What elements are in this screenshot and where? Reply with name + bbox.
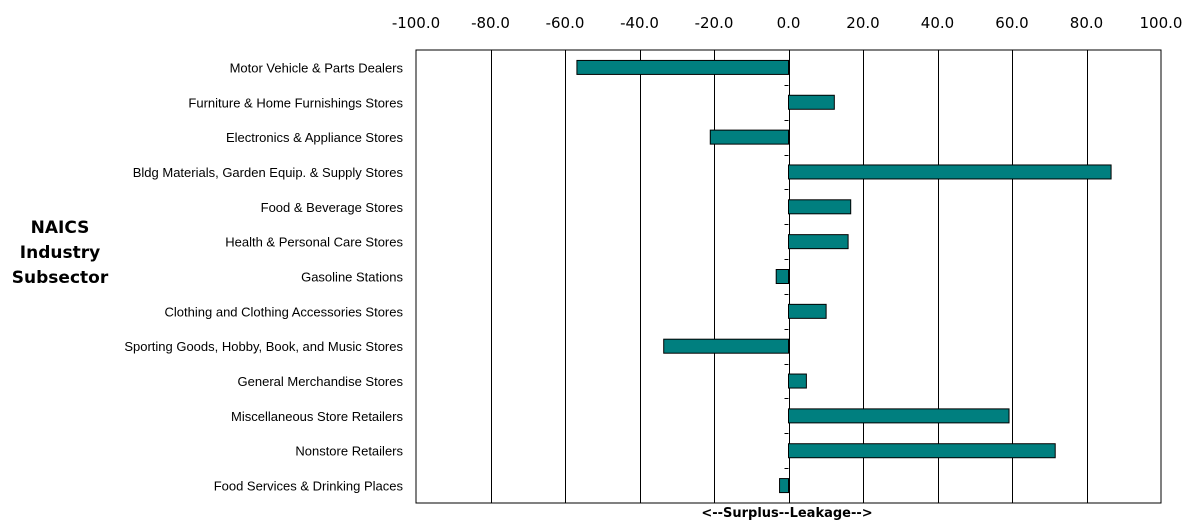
bar (663, 338, 790, 354)
x-tick-label: 60.0 (995, 14, 1028, 32)
category-label: Miscellaneous Store Retailers (231, 409, 403, 424)
bar (779, 478, 789, 494)
category-label: Nonstore Retailers (295, 444, 403, 459)
category-labels: Motor Vehicle & Parts Dealers Furniture &… (124, 60, 403, 493)
x-tick-label: -100.0 (392, 14, 440, 32)
bar (788, 234, 849, 250)
bar (576, 59, 789, 75)
y-axis-label-line-2: Industry (20, 243, 100, 263)
x-axis-label: <--Surplus--Leakage--> (701, 506, 872, 521)
category-label: Furniture & Home Furnishings Stores (188, 95, 403, 110)
y-axis-label-line-1: NAICS (31, 218, 90, 238)
category-label: Food & Beverage Stores (261, 200, 404, 215)
category-label: Gasoline Stations (301, 270, 403, 285)
category-label: Bldg Materials, Garden Equip. & Supply S… (133, 165, 404, 180)
category-label: Clothing and Clothing Accessories Stores (165, 304, 404, 319)
y-axis-label-line-3: Subsector (12, 268, 109, 288)
x-tick-label: 100.0 (1140, 14, 1183, 32)
category-label: Health & Personal Care Stores (225, 235, 403, 250)
bar (788, 443, 1056, 459)
bars (576, 59, 1112, 494)
bar (775, 269, 790, 284)
x-tick-labels: -100.0 -80.0 -60.0 -40.0 -20.0 0.0 20.0 40.0 60.… (392, 14, 1183, 32)
category-label: Electronics & Appliance Stores (226, 130, 404, 145)
x-tick-label: 20.0 (846, 14, 879, 32)
bar (788, 373, 807, 389)
x-tick-label: 40.0 (921, 14, 954, 32)
category-label: Sporting Goods, Hobby, Book, and Music S… (124, 339, 403, 354)
category-label: General Merchandise Stores (238, 374, 404, 389)
bar (788, 94, 835, 110)
category-label: Food Services & Drinking Places (214, 479, 404, 494)
bar (788, 303, 827, 319)
bar (709, 129, 790, 145)
x-tick-label: 80.0 (1070, 14, 1103, 32)
x-tick-label: 0.0 (777, 14, 801, 32)
bar (788, 164, 1112, 180)
gridlines (491, 50, 1088, 503)
x-tick-label: -20.0 (695, 14, 734, 32)
bar (788, 408, 1010, 424)
x-tick-label: -60.0 (546, 14, 585, 32)
y-minor-ticks (784, 85, 789, 469)
bar (788, 199, 852, 215)
x-tick-label: -80.0 (471, 14, 510, 32)
category-label: Motor Vehicle & Parts Dealers (230, 60, 404, 75)
x-tick-label: -40.0 (620, 14, 659, 32)
